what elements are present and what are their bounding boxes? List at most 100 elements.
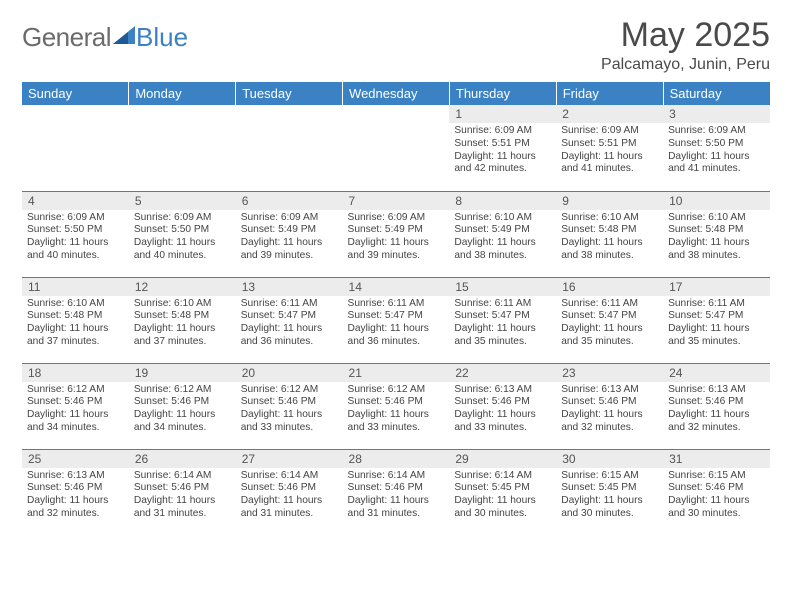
sunset-text: Sunset: 5:46 PM bbox=[27, 396, 124, 409]
daylight-text: Daylight: 11 hours and 34 minutes. bbox=[27, 409, 124, 435]
day-number: 25 bbox=[22, 450, 129, 468]
calendar-cell bbox=[343, 105, 450, 191]
logo-blue-wrap: Blue bbox=[113, 24, 188, 50]
day-header-row: SundayMondayTuesdayWednesdayThursdayFrid… bbox=[22, 82, 770, 105]
calendar-body: 1Sunrise: 6:09 AMSunset: 5:51 PMDaylight… bbox=[22, 105, 770, 535]
day-header: Monday bbox=[129, 82, 236, 105]
daylight-text: Daylight: 11 hours and 31 minutes. bbox=[134, 495, 231, 521]
sunrise-text: Sunrise: 6:15 AM bbox=[561, 470, 658, 483]
day-info: Sunrise: 6:11 AMSunset: 5:47 PMDaylight:… bbox=[556, 296, 663, 352]
sunset-text: Sunset: 5:46 PM bbox=[241, 482, 338, 495]
sunset-text: Sunset: 5:51 PM bbox=[454, 138, 551, 151]
day-info: Sunrise: 6:13 AMSunset: 5:46 PMDaylight:… bbox=[449, 382, 556, 438]
sunrise-text: Sunrise: 6:13 AM bbox=[27, 470, 124, 483]
day-number: 31 bbox=[663, 450, 770, 468]
daylight-text: Daylight: 11 hours and 36 minutes. bbox=[348, 323, 445, 349]
sunrise-text: Sunrise: 6:10 AM bbox=[134, 298, 231, 311]
day-info: Sunrise: 6:15 AMSunset: 5:46 PMDaylight:… bbox=[663, 468, 770, 524]
day-info: Sunrise: 6:11 AMSunset: 5:47 PMDaylight:… bbox=[663, 296, 770, 352]
daylight-text: Daylight: 11 hours and 30 minutes. bbox=[561, 495, 658, 521]
day-number: 30 bbox=[556, 450, 663, 468]
logo-gray-text: General bbox=[22, 24, 111, 50]
calendar-cell: 8Sunrise: 6:10 AMSunset: 5:49 PMDaylight… bbox=[449, 191, 556, 277]
daylight-text: Daylight: 11 hours and 32 minutes. bbox=[561, 409, 658, 435]
sunset-text: Sunset: 5:46 PM bbox=[134, 482, 231, 495]
sunset-text: Sunset: 5:46 PM bbox=[241, 396, 338, 409]
sunrise-text: Sunrise: 6:09 AM bbox=[668, 125, 765, 138]
sunrise-text: Sunrise: 6:10 AM bbox=[27, 298, 124, 311]
day-info: Sunrise: 6:12 AMSunset: 5:46 PMDaylight:… bbox=[129, 382, 236, 438]
daylight-text: Daylight: 11 hours and 36 minutes. bbox=[241, 323, 338, 349]
day-info: Sunrise: 6:13 AMSunset: 5:46 PMDaylight:… bbox=[663, 382, 770, 438]
calendar-cell: 18Sunrise: 6:12 AMSunset: 5:46 PMDayligh… bbox=[22, 363, 129, 449]
day-info: Sunrise: 6:09 AMSunset: 5:50 PMDaylight:… bbox=[663, 123, 770, 179]
sunrise-text: Sunrise: 6:13 AM bbox=[454, 384, 551, 397]
daylight-text: Daylight: 11 hours and 35 minutes. bbox=[668, 323, 765, 349]
sunset-text: Sunset: 5:46 PM bbox=[348, 396, 445, 409]
sunrise-text: Sunrise: 6:09 AM bbox=[348, 212, 445, 225]
daylight-text: Daylight: 11 hours and 38 minutes. bbox=[454, 237, 551, 263]
sunrise-text: Sunrise: 6:11 AM bbox=[454, 298, 551, 311]
day-info: Sunrise: 6:10 AMSunset: 5:48 PMDaylight:… bbox=[22, 296, 129, 352]
sunset-text: Sunset: 5:50 PM bbox=[27, 224, 124, 237]
daylight-text: Daylight: 11 hours and 40 minutes. bbox=[134, 237, 231, 263]
sunrise-text: Sunrise: 6:14 AM bbox=[348, 470, 445, 483]
day-number: 18 bbox=[22, 364, 129, 382]
calendar-cell bbox=[129, 105, 236, 191]
sunset-text: Sunset: 5:45 PM bbox=[561, 482, 658, 495]
day-number: 26 bbox=[129, 450, 236, 468]
sunset-text: Sunset: 5:47 PM bbox=[348, 310, 445, 323]
calendar-row: 11Sunrise: 6:10 AMSunset: 5:48 PMDayligh… bbox=[22, 277, 770, 363]
daylight-text: Daylight: 11 hours and 41 minutes. bbox=[668, 151, 765, 177]
sunset-text: Sunset: 5:46 PM bbox=[668, 482, 765, 495]
day-info: Sunrise: 6:09 AMSunset: 5:51 PMDaylight:… bbox=[556, 123, 663, 179]
day-number: 5 bbox=[129, 192, 236, 210]
daylight-text: Daylight: 11 hours and 31 minutes. bbox=[348, 495, 445, 521]
calendar-cell: 30Sunrise: 6:15 AMSunset: 5:45 PMDayligh… bbox=[556, 449, 663, 535]
calendar-cell: 16Sunrise: 6:11 AMSunset: 5:47 PMDayligh… bbox=[556, 277, 663, 363]
day-number: 14 bbox=[343, 278, 450, 296]
day-info: Sunrise: 6:14 AMSunset: 5:46 PMDaylight:… bbox=[343, 468, 450, 524]
day-header: Thursday bbox=[449, 82, 556, 105]
daylight-text: Daylight: 11 hours and 41 minutes. bbox=[561, 151, 658, 177]
sunset-text: Sunset: 5:46 PM bbox=[134, 396, 231, 409]
daylight-text: Daylight: 11 hours and 39 minutes. bbox=[241, 237, 338, 263]
sunrise-text: Sunrise: 6:12 AM bbox=[134, 384, 231, 397]
day-number: 21 bbox=[343, 364, 450, 382]
daylight-text: Daylight: 11 hours and 33 minutes. bbox=[348, 409, 445, 435]
sunset-text: Sunset: 5:49 PM bbox=[454, 224, 551, 237]
day-info: Sunrise: 6:11 AMSunset: 5:47 PMDaylight:… bbox=[236, 296, 343, 352]
calendar-row: 25Sunrise: 6:13 AMSunset: 5:46 PMDayligh… bbox=[22, 449, 770, 535]
sunrise-text: Sunrise: 6:14 AM bbox=[454, 470, 551, 483]
day-header: Wednesday bbox=[343, 82, 450, 105]
day-header: Saturday bbox=[663, 82, 770, 105]
day-info: Sunrise: 6:09 AMSunset: 5:50 PMDaylight:… bbox=[129, 210, 236, 266]
sunrise-text: Sunrise: 6:11 AM bbox=[241, 298, 338, 311]
calendar-cell: 14Sunrise: 6:11 AMSunset: 5:47 PMDayligh… bbox=[343, 277, 450, 363]
sunrise-text: Sunrise: 6:13 AM bbox=[561, 384, 658, 397]
sunset-text: Sunset: 5:48 PM bbox=[134, 310, 231, 323]
day-info: Sunrise: 6:15 AMSunset: 5:45 PMDaylight:… bbox=[556, 468, 663, 524]
day-header: Tuesday bbox=[236, 82, 343, 105]
calendar-table: SundayMondayTuesdayWednesdayThursdayFrid… bbox=[22, 82, 770, 535]
daylight-text: Daylight: 11 hours and 38 minutes. bbox=[561, 237, 658, 263]
sunset-text: Sunset: 5:48 PM bbox=[561, 224, 658, 237]
calendar-cell: 22Sunrise: 6:13 AMSunset: 5:46 PMDayligh… bbox=[449, 363, 556, 449]
day-number: 10 bbox=[663, 192, 770, 210]
day-info: Sunrise: 6:09 AMSunset: 5:50 PMDaylight:… bbox=[22, 210, 129, 266]
sunrise-text: Sunrise: 6:14 AM bbox=[241, 470, 338, 483]
day-number: 24 bbox=[663, 364, 770, 382]
page-title: May 2025 bbox=[601, 18, 770, 52]
day-number-empty bbox=[129, 105, 236, 123]
day-info: Sunrise: 6:12 AMSunset: 5:46 PMDaylight:… bbox=[22, 382, 129, 438]
day-info: Sunrise: 6:14 AMSunset: 5:46 PMDaylight:… bbox=[129, 468, 236, 524]
sunrise-text: Sunrise: 6:10 AM bbox=[561, 212, 658, 225]
sunrise-text: Sunrise: 6:09 AM bbox=[134, 212, 231, 225]
daylight-text: Daylight: 11 hours and 31 minutes. bbox=[241, 495, 338, 521]
day-info: Sunrise: 6:10 AMSunset: 5:49 PMDaylight:… bbox=[449, 210, 556, 266]
day-number: 27 bbox=[236, 450, 343, 468]
daylight-text: Daylight: 11 hours and 40 minutes. bbox=[27, 237, 124, 263]
daylight-text: Daylight: 11 hours and 32 minutes. bbox=[27, 495, 124, 521]
calendar-cell: 26Sunrise: 6:14 AMSunset: 5:46 PMDayligh… bbox=[129, 449, 236, 535]
daylight-text: Daylight: 11 hours and 42 minutes. bbox=[454, 151, 551, 177]
